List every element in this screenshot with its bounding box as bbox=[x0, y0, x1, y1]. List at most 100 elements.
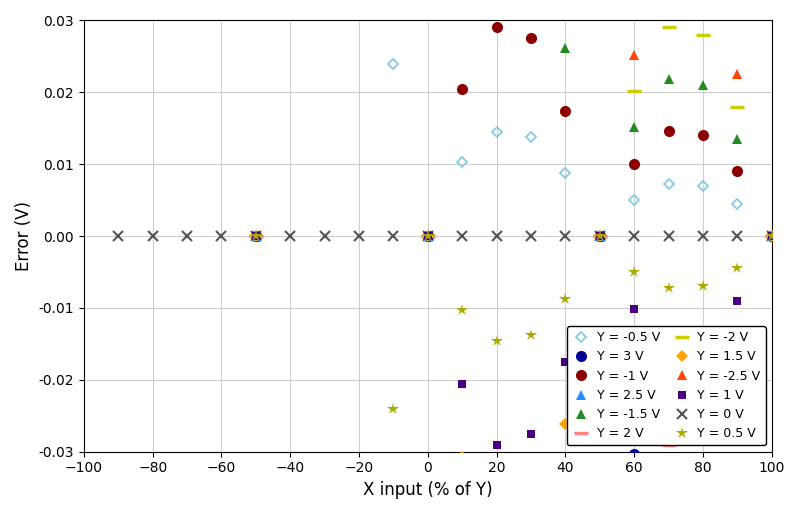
Y = -2.5 V bbox=[630, 51, 639, 58]
Y = 2.5 V bbox=[698, 485, 708, 491]
Y = 0 V bbox=[630, 233, 639, 239]
Y = 0.5 V bbox=[767, 233, 777, 239]
Y = -1 V bbox=[458, 86, 467, 92]
Y = 3 V bbox=[733, 427, 742, 433]
Y = 0 V bbox=[286, 233, 295, 239]
Line: Y = 1.5 V: Y = 1.5 V bbox=[114, 232, 776, 514]
Line: Y = 1 V: Y = 1 V bbox=[114, 232, 776, 514]
Y = 0.5 V bbox=[526, 332, 536, 338]
Y = 2 V bbox=[664, 442, 674, 448]
Y = -1 V bbox=[251, 233, 261, 239]
Y = 0.5 V bbox=[664, 285, 674, 291]
Y = 1.5 V bbox=[767, 233, 777, 239]
Y = 0 V bbox=[767, 233, 777, 239]
Y = -0.5 V bbox=[389, 61, 398, 67]
Y = 1.5 V bbox=[561, 421, 570, 427]
Y = 1 V bbox=[595, 233, 605, 239]
Y = -2 V bbox=[664, 24, 674, 30]
Y = -0.5 V bbox=[767, 233, 777, 239]
Y = 2 V bbox=[767, 233, 777, 239]
Y = 0.5 V bbox=[595, 233, 605, 239]
Y = -2.5 V bbox=[251, 233, 261, 239]
Y = -0.5 V bbox=[561, 170, 570, 176]
Y = -2 V bbox=[630, 88, 639, 94]
Y = -0.5 V bbox=[458, 159, 467, 166]
Y = -0.5 V bbox=[698, 182, 708, 189]
Y = 2.5 V bbox=[664, 494, 674, 501]
Y = -2 V bbox=[423, 233, 433, 239]
Y = -0.5 V bbox=[251, 233, 261, 239]
Y = 0.5 V bbox=[698, 283, 708, 289]
Y = 0 V bbox=[526, 233, 536, 239]
Y = 1 V bbox=[458, 380, 467, 387]
Line: Y = -2.5 V: Y = -2.5 V bbox=[114, 0, 777, 241]
Y = -2 V bbox=[767, 233, 777, 239]
Y = -1.5 V bbox=[767, 233, 777, 239]
Legend: Y = -0.5 V, Y = 3 V, Y = -1 V, Y = 2.5 V, Y = -1.5 V, Y = 2 V, Y = -2 V, Y = 1.5: Y = -0.5 V, Y = 3 V, Y = -1 V, Y = 2.5 V… bbox=[566, 326, 766, 446]
Y = 2 V bbox=[698, 434, 708, 440]
Y = 2 V bbox=[733, 362, 742, 369]
Y = 0.5 V bbox=[561, 296, 570, 302]
Y = 2 V bbox=[595, 233, 605, 239]
Y = 0 V bbox=[148, 233, 158, 239]
Y = -1 V bbox=[492, 24, 502, 30]
Line: Y = -2 V: Y = -2 V bbox=[111, 0, 778, 243]
Y = -2.5 V bbox=[595, 233, 605, 239]
Y = -2.5 V bbox=[733, 71, 742, 78]
Y = 0 V bbox=[458, 233, 467, 239]
Y = -0.5 V bbox=[286, 7, 295, 13]
Line: Y = 2 V: Y = 2 V bbox=[111, 229, 778, 514]
Y = 3 V bbox=[630, 451, 639, 457]
Y = 2.5 V bbox=[767, 233, 777, 239]
Y = 0 V bbox=[114, 233, 123, 239]
Y = 0.5 V bbox=[389, 406, 398, 412]
Y = 1.5 V bbox=[630, 342, 639, 348]
Y = 2.5 V bbox=[423, 233, 433, 239]
Y = -0.5 V bbox=[630, 197, 639, 203]
Y = 2.5 V bbox=[595, 233, 605, 239]
Y = 1.5 V bbox=[251, 233, 261, 239]
Y = 1 V bbox=[698, 334, 708, 340]
Y = 0 V bbox=[251, 233, 261, 239]
Y = -1.5 V bbox=[595, 233, 605, 239]
Y = 1 V bbox=[251, 233, 261, 239]
Y = 0 V bbox=[423, 233, 433, 239]
Y = 1.5 V bbox=[595, 233, 605, 239]
Y = 0 V bbox=[698, 233, 708, 239]
Y = -1 V bbox=[595, 233, 605, 239]
Y = 2.5 V bbox=[251, 233, 261, 239]
Y = -1.5 V bbox=[458, 12, 467, 18]
Y = -1 V bbox=[698, 132, 708, 138]
Y = 0.5 V bbox=[286, 460, 295, 466]
Y = -1.5 V bbox=[561, 45, 570, 51]
Y = 1 V bbox=[526, 431, 536, 437]
Y = 0.5 V bbox=[492, 337, 502, 343]
Y = 0 V bbox=[354, 233, 364, 239]
Line: Y = 0.5 V: Y = 0.5 V bbox=[112, 230, 778, 514]
Y = 0.5 V bbox=[423, 233, 433, 239]
Y = 1 V bbox=[664, 338, 674, 344]
Y = 2 V bbox=[561, 484, 570, 490]
Line: Y = -1.5 V: Y = -1.5 V bbox=[114, 0, 777, 241]
Line: Y = -1 V: Y = -1 V bbox=[113, 0, 778, 242]
Y = 0 V bbox=[733, 233, 742, 239]
Y = -1.5 V bbox=[423, 233, 433, 239]
Y = 0 V bbox=[182, 233, 192, 239]
Y = -1 V bbox=[630, 160, 639, 167]
Y = 0.5 V bbox=[251, 233, 261, 239]
Y = 1 V bbox=[492, 442, 502, 448]
Y = 1 V bbox=[561, 358, 570, 364]
Y = 2 V bbox=[630, 378, 639, 384]
Y = 3 V bbox=[595, 233, 605, 239]
Line: Y = 0 V: Y = 0 V bbox=[114, 231, 777, 241]
Y = -1.5 V bbox=[698, 82, 708, 88]
X-axis label: X input (% of Y): X input (% of Y) bbox=[363, 481, 493, 499]
Y = 1.5 V bbox=[733, 330, 742, 336]
Y = 0 V bbox=[389, 233, 398, 239]
Y = 0 V bbox=[492, 233, 502, 239]
Y = -2 V bbox=[595, 233, 605, 239]
Y = 0 V bbox=[595, 233, 605, 239]
Y = 1 V bbox=[733, 298, 742, 304]
Y = 3 V bbox=[767, 233, 777, 239]
Y = -0.5 V bbox=[595, 233, 605, 239]
